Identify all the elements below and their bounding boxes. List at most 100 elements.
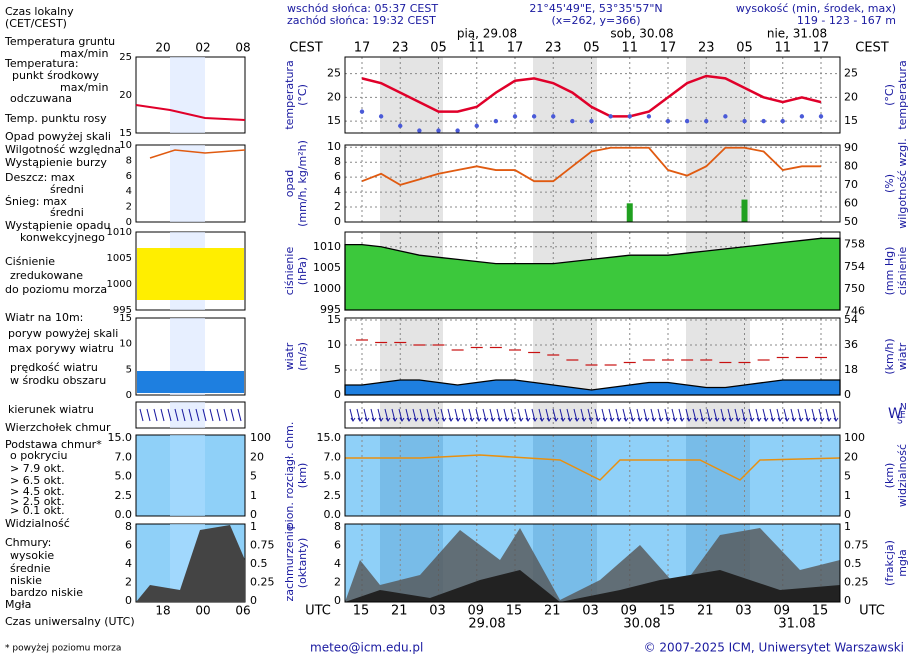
- y2-tick-label: 1: [844, 520, 851, 533]
- utc-tick-label: 03: [735, 604, 752, 619]
- y-tick-label: 0: [334, 594, 341, 607]
- label-line: wiatr: [896, 342, 909, 370]
- legend-text: do poziomu morza: [5, 283, 107, 296]
- mini-pressure: [137, 248, 244, 300]
- wind-arrow: [230, 408, 235, 422]
- night-band: [533, 435, 597, 516]
- y2-tick-label: 50: [844, 215, 858, 228]
- precip-bar: [741, 199, 748, 222]
- legend-text: Wierzchołek chmur: [5, 421, 111, 434]
- y-tick-label: 2: [334, 576, 341, 589]
- mini-tick: 5.0: [115, 470, 133, 483]
- y2-axis-label: (mm Hg)ciśnienie: [883, 247, 909, 296]
- legend-text: Mgła: [5, 598, 31, 611]
- wind-arrow: [734, 408, 741, 422]
- utc-label: UTC: [859, 604, 885, 619]
- mini-tick: 2.5: [115, 489, 133, 502]
- panel-frame: [344, 56, 841, 134]
- wind-arrow: [657, 408, 664, 422]
- dew-point: [378, 114, 384, 119]
- cloud-base-line: [345, 454, 841, 481]
- utc-tick-label: 15: [659, 604, 676, 619]
- legend-text: Widzialność: [5, 517, 70, 530]
- wind-arrow: [146, 408, 151, 422]
- legend-text: bardzo niskie: [10, 586, 83, 599]
- wind-arrow: [566, 408, 573, 422]
- dew-point: [818, 114, 824, 119]
- email: meteo@icm.edu.pl: [310, 641, 423, 655]
- legend-text: > 2.5 okt.: [10, 495, 65, 508]
- y2-axis-label: (km)widzialność: [883, 444, 909, 507]
- legend-text: o pokryciu: [10, 449, 67, 462]
- dew-point: [417, 128, 422, 133]
- night-band: [380, 57, 443, 133]
- legend-text: Wiatr na 10m:: [5, 311, 83, 324]
- night-band: [686, 57, 750, 133]
- mini-time: 06: [235, 604, 250, 618]
- y-tick-label: 2: [334, 200, 341, 213]
- y-tick-label: 995: [320, 303, 341, 316]
- wind-arrow: [160, 408, 165, 422]
- day-label: sob, 30.08: [610, 27, 673, 41]
- cloud-shape: [345, 570, 840, 602]
- dew-point: [627, 114, 632, 119]
- utc-tick-label: 21: [544, 604, 561, 619]
- mini-tick: 995: [113, 305, 132, 316]
- legend-text: średnie: [10, 562, 51, 575]
- wind-arrow: [202, 408, 207, 422]
- panel-frame: [344, 401, 841, 429]
- night-band: [686, 145, 750, 222]
- x-tick-label: 17: [507, 41, 524, 56]
- label-line: pion. rozciągł. chm.: [283, 422, 296, 530]
- dew-point: [646, 114, 652, 119]
- wind-arrow: [482, 408, 489, 422]
- dew-point: [723, 114, 728, 119]
- legend-series: średni: [50, 183, 84, 196]
- wind-arrow: [615, 408, 622, 422]
- dew-point: [704, 118, 709, 124]
- night-band: [533, 402, 597, 428]
- mini-tick: 20: [119, 90, 132, 101]
- wind-arrow: [363, 408, 370, 422]
- x-tick-label: 11: [621, 41, 638, 56]
- x-tick-label: 17: [660, 41, 677, 56]
- night-band: [533, 318, 597, 395]
- y2-tick-label: 746: [844, 305, 865, 318]
- utc-tick-label: 15: [812, 604, 829, 619]
- dew-point: [608, 114, 613, 119]
- mini-tick: 7.0: [115, 450, 133, 463]
- night-band: [533, 57, 597, 133]
- x-tick-label: 11: [468, 41, 485, 56]
- dew-point: [761, 118, 766, 124]
- y-tick-label: 1000: [313, 282, 341, 295]
- y2-tick-label: 0: [844, 508, 851, 521]
- mini-tick: 10: [119, 140, 132, 151]
- legend-text: wysokie: [10, 549, 54, 562]
- night-band: [380, 145, 443, 222]
- label-line: zachmurzenie: [283, 524, 296, 601]
- mini-tick: 0: [250, 508, 257, 521]
- wind-arrow: [461, 408, 468, 422]
- wind-arrow: [398, 408, 405, 422]
- night-band: [380, 435, 443, 516]
- y-axis-label: ciśnienie(hPa): [283, 247, 309, 296]
- legend-text: w środku obszaru: [10, 374, 106, 387]
- legend-text: > 6.5 okt.: [10, 474, 65, 487]
- utc-tick-label: 09: [773, 604, 790, 619]
- day-label: 29.08: [468, 617, 505, 632]
- cest-label: CEST: [855, 41, 889, 56]
- wind-arrow: [692, 408, 699, 422]
- wind-arrow: [559, 408, 566, 422]
- night-band: [533, 145, 597, 222]
- grid-point: (x=262, y=366): [551, 14, 640, 27]
- label-line: (m/s): [296, 342, 309, 371]
- wind-arrow: [636, 408, 643, 422]
- sunset: zachód słońca: 19:32 CEST: [287, 14, 436, 27]
- mini-hum: [149, 149, 246, 159]
- mini-tick: 15: [119, 313, 132, 324]
- day-label: 31.08: [778, 617, 815, 632]
- y-tick-label: 4: [334, 557, 341, 570]
- legend-text: Temperatura:: [4, 57, 79, 70]
- legend-text: max/min: [60, 81, 108, 94]
- label-line: (°C): [883, 84, 896, 106]
